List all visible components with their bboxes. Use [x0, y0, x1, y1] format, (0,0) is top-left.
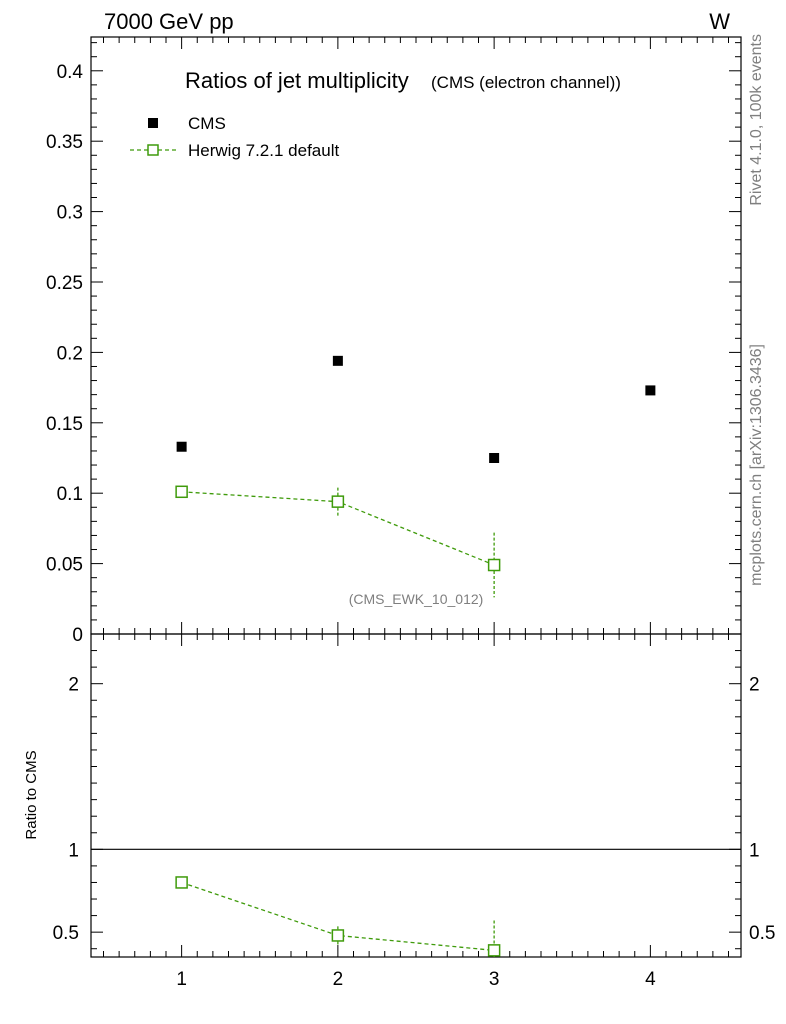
- main-y-tick-label: 0.05: [46, 555, 83, 576]
- cms-data-point: [332, 355, 343, 366]
- ratio-y-tick-label: 1: [68, 840, 79, 861]
- header-energy-label: 7000 GeV pp: [104, 9, 234, 34]
- header-process-label: W: [709, 9, 730, 34]
- herwig-ratio-point: [331, 929, 345, 942]
- herwig-main-point: [175, 485, 188, 499]
- main-y-tick-label: 0: [72, 625, 83, 646]
- main-y-tick-label: 0.4: [57, 62, 84, 83]
- legend-cms-marker: [148, 118, 158, 128]
- herwig-ratio-point: [175, 876, 188, 889]
- legend: CMS Herwig 7.2.1 default: [130, 114, 339, 160]
- legend-cms-label: CMS: [188, 114, 226, 133]
- ratio-plot-border: [90, 633, 742, 958]
- x-tick-label: 4: [645, 969, 656, 990]
- main-y-tick-label: 0.3: [57, 203, 83, 224]
- rivet-version-label: Rivet 4.1.0, 100k events: [748, 34, 765, 206]
- data-marks: [175, 355, 656, 957]
- main-plot-frame: 0 0.05 0.1 0.15 0.2 0.25 0.3 0.35 0.4: [46, 36, 742, 646]
- x-tick-label: 1: [176, 969, 187, 990]
- cms-data-point: [645, 385, 656, 396]
- main-y-tick-label: 0.15: [46, 414, 83, 435]
- analysis-tag: (CMS_EWK_10_012): [349, 591, 484, 607]
- ratio-y-tick-label: 0.5: [53, 923, 79, 944]
- herwig-main-point: [331, 495, 345, 508]
- main-y-tick-label: 0.35: [46, 132, 83, 153]
- herwig-ratio-point: [487, 944, 501, 957]
- legend-herwig-label: Herwig 7.2.1 default: [188, 141, 339, 160]
- ratio-plot-frame: 1 2 3 4 0.5 0.5 1 1 2 2: [53, 633, 775, 990]
- chart-title: Ratios of jet multiplicity: [185, 68, 409, 93]
- cms-data-point: [176, 441, 187, 452]
- main-plot-marks: [175, 355, 656, 598]
- mcplots-reference-label: mcplots.cern.ch [arXiv:1306.3436]: [748, 344, 765, 586]
- herwig-main-point: [487, 558, 501, 572]
- chart-subtitle: (CMS (electron channel)): [431, 73, 621, 92]
- main-y-tick-label: 0.25: [46, 273, 83, 294]
- cms-data-point: [489, 452, 500, 463]
- x-tick-label: 2: [333, 969, 344, 990]
- ratio-y-tick-label-right: 1: [749, 840, 760, 861]
- ratio-y-axis-label: Ratio to CMS: [23, 750, 40, 839]
- x-tick-label: 3: [489, 969, 500, 990]
- ratio-y-tick-label-right: 0.5: [749, 923, 775, 944]
- main-y-tick-label: 0.1: [57, 484, 83, 505]
- ratio-y-tick-label-right: 2: [749, 675, 760, 696]
- ratio-y-tick-label: 2: [68, 675, 79, 696]
- main-y-tick-label: 0.2: [57, 343, 83, 364]
- ratio-plot-marks: [175, 876, 501, 957]
- legend-herwig-marker: [147, 144, 159, 156]
